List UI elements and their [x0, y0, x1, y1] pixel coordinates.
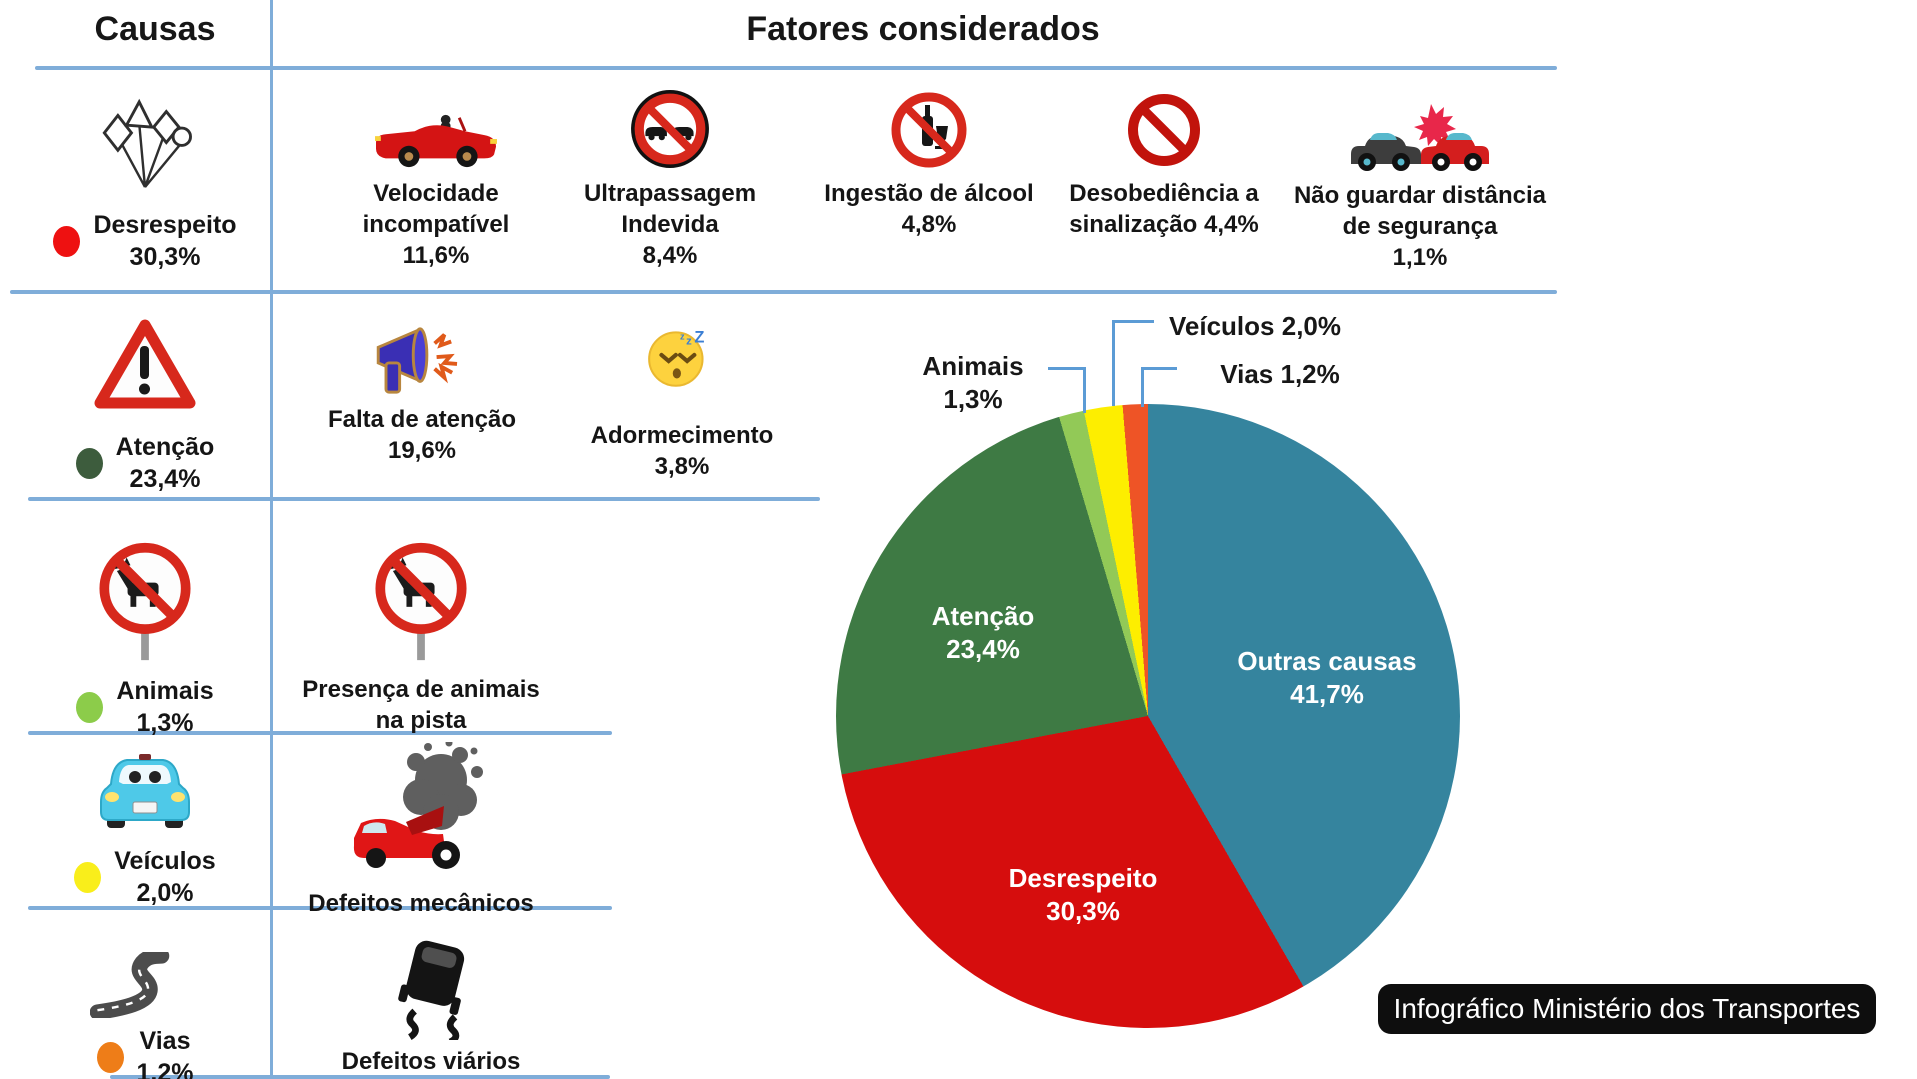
- skidding-car-icon: [376, 940, 486, 1040]
- pie-callout-veiculos: Veículos 2,0%: [1169, 311, 1341, 341]
- factor-line: 11,6%: [402, 242, 470, 269]
- cause-label: Veículos 2,0%: [114, 847, 216, 907]
- factor-line: Defeitos viários: [341, 1048, 521, 1075]
- broken-down-car-icon: [346, 742, 496, 880]
- pinwheel-signs-icon: [95, 98, 195, 195]
- cause-row-atencao: Atenção 23,4%: [25, 316, 265, 495]
- row1-rule: [10, 290, 1557, 294]
- megaphone-icon: [367, 322, 477, 396]
- cause-label: Desrespeito 30,3%: [93, 211, 237, 271]
- svg-text:Z: Z: [694, 329, 704, 347]
- factor-defeitos-mecanicos: Defeitos mecânicos: [301, 742, 541, 919]
- factor-line: Indevida: [621, 211, 719, 238]
- source-badge: Infográfico Ministério dos Transportes: [1378, 984, 1876, 1034]
- factor-line: Adormecimento: [590, 422, 774, 449]
- no-alcohol-sign-icon: [889, 86, 969, 170]
- warning-triangle-icon: [93, 316, 197, 417]
- row2-rule: [28, 497, 820, 501]
- legend-dot-vias: [96, 1041, 124, 1073]
- pie-callout-vias: Vias 1,2%: [1220, 359, 1340, 389]
- callout-line-vias-v: [1141, 367, 1144, 407]
- legend-dot-animais: [76, 691, 104, 723]
- pie-callout-animais: Animais 1,3%: [922, 351, 1024, 414]
- factor-alcool: Ingestão de álcool 4,8%: [814, 86, 1044, 240]
- legend-dot-desrespeito: [53, 225, 81, 257]
- cause-row-desrespeito: Desrespeito 30,3%: [25, 98, 265, 273]
- factor-line: 19,6%: [387, 437, 457, 464]
- no-animals-sign-icon: [98, 540, 192, 669]
- factor-line: Desobediência a: [1069, 180, 1259, 207]
- legend-dot-veiculos: [74, 861, 102, 893]
- no-overtaking-sign-icon: [629, 86, 711, 170]
- car-crash-icon: [1345, 94, 1495, 174]
- no-animals-sign-icon: [374, 540, 468, 664]
- factor-defeitos-viarios: Defeitos viários: [311, 940, 551, 1077]
- row5-rule: [110, 1075, 610, 1079]
- row3-rule: [28, 731, 612, 735]
- factor-line: Defeitos mecânicos: [308, 890, 534, 917]
- factor-line: na pista: [375, 707, 467, 734]
- factor-line: Ingestão de álcool: [824, 180, 1034, 207]
- pie-chart: [836, 404, 1460, 1028]
- factors-column-title: Fatores considerados: [746, 10, 1100, 48]
- factor-line: incompatível: [362, 211, 510, 238]
- factor-line: Presença de animais: [302, 676, 540, 703]
- red-convertible-car-icon: [370, 86, 502, 170]
- legend-dot-atencao: [75, 447, 103, 479]
- callout-line-animais-v: [1083, 367, 1086, 413]
- cause-label: Animais 1,3%: [116, 677, 214, 737]
- cause-label: Vias 1,2%: [136, 1027, 194, 1079]
- prohibition-sign-icon: [1124, 86, 1204, 170]
- callout-line-veiculos-h: [1112, 320, 1154, 323]
- cause-row-veiculos: Veículos 2,0%: [25, 750, 265, 909]
- cause-row-animais: Animais 1,3%: [25, 540, 265, 739]
- pie-label-atencao: Atenção 23,4%: [931, 601, 1035, 664]
- factor-distancia: Não guardar distância de segurança 1,1%: [1278, 94, 1562, 273]
- blue-car-front-icon: [97, 750, 193, 837]
- callout-line-vias-h: [1141, 367, 1177, 370]
- factor-line: 4,8%: [901, 211, 957, 238]
- factor-line: Não guardar distância: [1293, 182, 1547, 209]
- factor-line: 1,1%: [1392, 244, 1448, 271]
- callout-line-veiculos-v: [1112, 320, 1115, 406]
- header-rule: [35, 66, 1557, 70]
- factor-line: Velocidade: [373, 180, 499, 207]
- callout-line-animais-h: [1048, 367, 1086, 370]
- factor-velocidade: Velocidade incompatível 11,6%: [336, 86, 536, 271]
- factor-presenca-animais: Presença de animais na pista: [302, 540, 540, 736]
- factor-adormecimento: z Z z Adormecimento 3,8%: [577, 328, 787, 482]
- column-divider-line: [270, 0, 273, 1079]
- factor-line: 8,4%: [642, 242, 698, 269]
- winding-road-icon: [89, 948, 200, 1023]
- svg-text:z: z: [686, 336, 692, 348]
- cause-label: Atenção 23,4%: [115, 433, 215, 493]
- factor-sinalizacao: Desobediência a sinalização 4,4%: [1049, 86, 1279, 240]
- factor-line: Falta de atenção: [327, 406, 517, 433]
- factor-ultrapassagem: Ultrapassagem Indevida 8,4%: [570, 86, 770, 271]
- factor-falta-atencao: Falta de atenção 19,6%: [317, 322, 527, 466]
- causes-column-title: Causas: [94, 10, 216, 48]
- factor-line: 3,8%: [654, 453, 710, 480]
- sleepy-face-icon: z Z z: [643, 328, 721, 388]
- pie-label-desrespeito: Desrespeito 30,3%: [1008, 863, 1158, 926]
- factor-line: de segurança: [1342, 213, 1498, 240]
- row4-rule: [28, 906, 612, 910]
- factor-line: sinalização 4,4%: [1069, 211, 1259, 238]
- factor-line: Ultrapassagem: [583, 180, 757, 207]
- svg-text:z: z: [680, 332, 685, 342]
- pie-label-outras-causas: Outras causas 41,7%: [1237, 646, 1417, 709]
- cause-row-vias: Vias 1,2%: [25, 948, 265, 1079]
